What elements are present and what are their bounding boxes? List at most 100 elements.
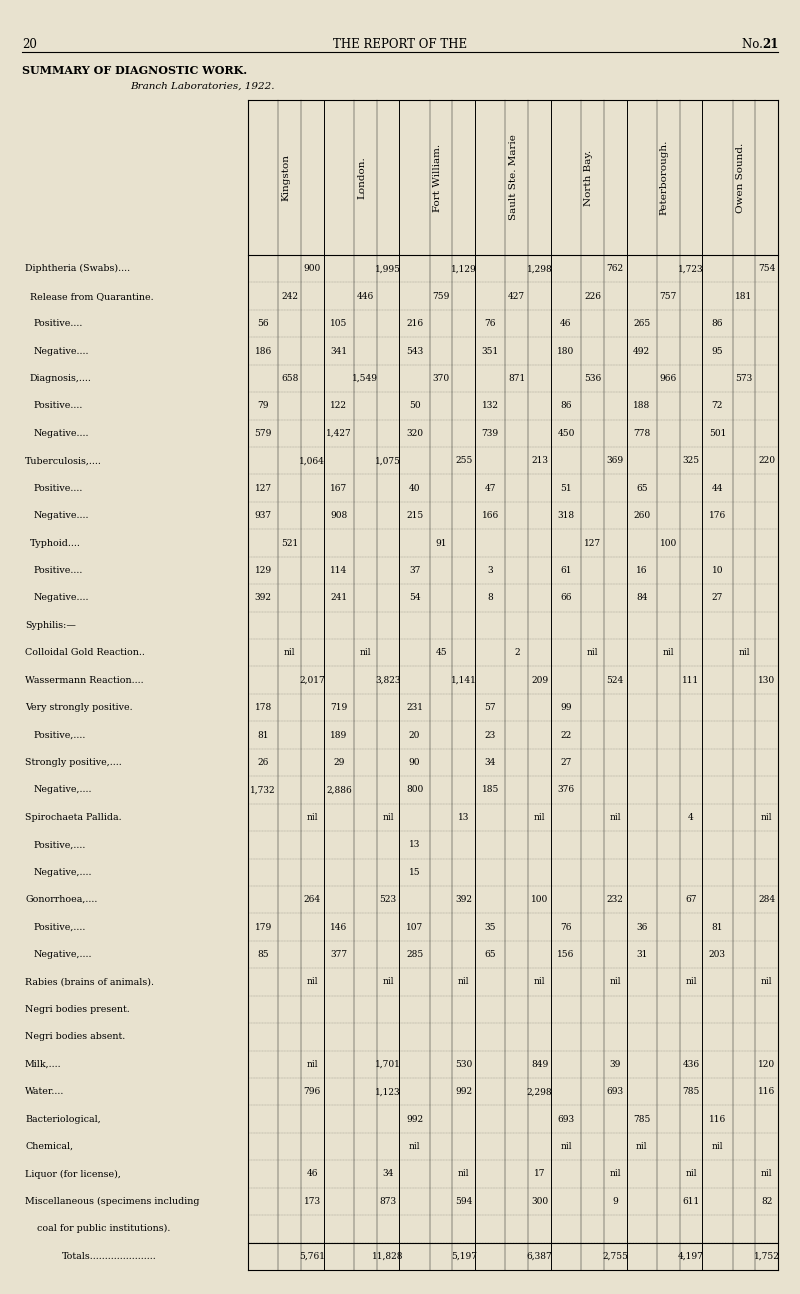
Text: Milk,....: Milk,.... [25,1060,62,1069]
Text: 116: 116 [709,1114,726,1123]
Text: 873: 873 [379,1197,397,1206]
Text: 450: 450 [558,428,574,437]
Text: 3,823: 3,823 [375,675,401,685]
Text: nil: nil [685,1170,697,1179]
Text: 1,298: 1,298 [526,264,552,273]
Text: 76: 76 [485,320,496,329]
Text: 13: 13 [458,813,470,822]
Text: Spirochaeta Pallida.: Spirochaeta Pallida. [25,813,122,822]
Text: 81: 81 [712,923,723,932]
Text: 46: 46 [306,1170,318,1179]
Text: 1,732: 1,732 [250,785,276,795]
Text: 178: 178 [254,703,272,712]
Text: 300: 300 [531,1197,548,1206]
Text: SUMMARY OF DIAGNOSTIC WORK.: SUMMARY OF DIAGNOSTIC WORK. [22,65,247,76]
Text: Diphtheria (Swabs)....: Diphtheria (Swabs).... [25,264,130,273]
Text: 693: 693 [606,1087,624,1096]
Text: Strongly positive,....: Strongly positive,.... [25,758,122,767]
Text: Wassermann Reaction....: Wassermann Reaction.... [25,675,144,685]
Text: 220: 220 [758,457,775,466]
Text: 573: 573 [735,374,753,383]
Text: nil: nil [761,1170,772,1179]
Text: 51: 51 [560,484,572,493]
Text: Syphilis:—: Syphilis:— [25,621,76,630]
Text: Colloidal Gold Reaction..: Colloidal Gold Reaction.. [25,648,145,657]
Text: Peterborough.: Peterborough. [660,140,669,215]
Text: nil: nil [284,648,295,657]
Text: 37: 37 [409,565,420,575]
Text: 20: 20 [22,38,37,50]
Text: 105: 105 [330,320,347,329]
Text: 76: 76 [560,923,572,932]
Text: 26: 26 [258,758,269,767]
Text: 72: 72 [712,401,723,410]
Text: 392: 392 [455,895,472,905]
Text: 216: 216 [406,320,423,329]
Text: 2: 2 [514,648,519,657]
Text: 759: 759 [432,291,450,300]
Text: 86: 86 [560,401,572,410]
Text: Positive,....: Positive,.... [34,923,86,932]
Text: 127: 127 [254,484,272,493]
Text: Typhoid....: Typhoid.... [30,538,81,547]
Text: 937: 937 [254,511,272,520]
Text: 1,701: 1,701 [375,1060,401,1069]
Text: 111: 111 [682,675,699,685]
Text: 9: 9 [612,1197,618,1206]
Text: 107: 107 [406,923,423,932]
Text: 241: 241 [330,594,347,603]
Text: Positive,....: Positive,.... [34,731,86,740]
Text: nil: nil [761,813,772,822]
Text: Bacteriological,: Bacteriological, [25,1114,101,1123]
Text: 351: 351 [482,347,499,356]
Text: 1,075: 1,075 [375,457,401,466]
Text: 156: 156 [558,950,574,959]
Text: 785: 785 [633,1114,650,1123]
Text: 2,298: 2,298 [526,1087,552,1096]
Text: nil: nil [685,977,697,986]
Text: 132: 132 [482,401,498,410]
Text: 84: 84 [636,594,647,603]
Text: 523: 523 [379,895,397,905]
Text: 719: 719 [330,703,347,712]
Text: 23: 23 [485,731,496,740]
Text: 492: 492 [633,347,650,356]
Text: 320: 320 [406,428,423,437]
Text: 186: 186 [254,347,272,356]
Text: 5,761: 5,761 [299,1251,326,1260]
Text: 67: 67 [685,895,697,905]
Text: 376: 376 [558,785,574,795]
Text: nil: nil [458,1170,470,1179]
Text: Tuberculosis,....: Tuberculosis,.... [25,457,102,466]
Text: London.: London. [357,157,366,199]
Text: 370: 370 [433,374,450,383]
Text: Negative,....: Negative,.... [34,785,93,795]
Text: 130: 130 [758,675,775,685]
Text: nil: nil [560,1143,572,1152]
Text: Negative....: Negative.... [34,347,90,356]
Text: 611: 611 [682,1197,699,1206]
Text: Very strongly positive.: Very strongly positive. [25,703,133,712]
Text: 57: 57 [485,703,496,712]
Text: 1,427: 1,427 [326,428,352,437]
Text: nil: nil [610,977,621,986]
Text: 54: 54 [409,594,420,603]
Text: 1,752: 1,752 [754,1251,779,1260]
Text: Fort William.: Fort William. [433,144,442,211]
Text: 90: 90 [409,758,420,767]
Text: 377: 377 [330,950,347,959]
Text: 129: 129 [254,565,272,575]
Text: 35: 35 [485,923,496,932]
Text: 778: 778 [633,428,650,437]
Text: 65: 65 [636,484,647,493]
Text: 167: 167 [330,484,347,493]
Text: 8: 8 [487,594,493,603]
Text: 800: 800 [406,785,423,795]
Text: nil: nil [636,1143,647,1152]
Text: No.: No. [742,38,766,50]
Text: North Bay.: North Bay. [584,149,594,206]
Text: 13: 13 [409,840,420,849]
Text: 242: 242 [281,291,298,300]
Text: 579: 579 [254,428,272,437]
Text: Miscellaneous (specimens including: Miscellaneous (specimens including [25,1197,199,1206]
